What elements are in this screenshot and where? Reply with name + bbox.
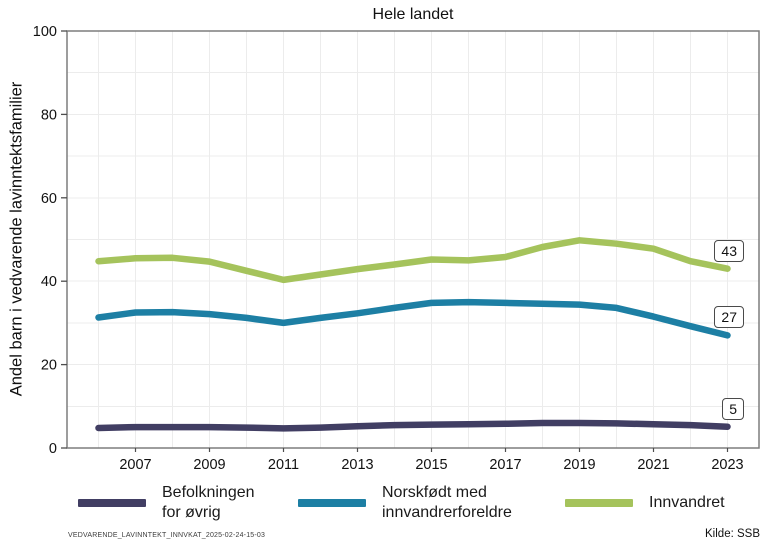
series-line-norskf-dt-med-innvandrerforeldre — [95, 298, 731, 339]
y-tick-label: 100 — [33, 24, 57, 40]
x-tick-label: 2023 — [711, 457, 743, 473]
y-tick-label: 60 — [41, 191, 57, 207]
legend-label-befolkningen: Befolkningen for øvrig — [162, 484, 255, 521]
legend-label-norskfodt: Norskfødt med innvandrerforeldre — [382, 484, 512, 521]
legend-swatch-norskfodt — [298, 499, 366, 507]
series-line-innvandret — [95, 237, 731, 284]
legend-item-norskfodt: Norskfødt med innvandrerforeldre — [298, 480, 512, 526]
legend-swatch-befolkningen — [78, 499, 146, 507]
x-tick-label: 2017 — [489, 457, 521, 473]
chart-id-text: VEDVARENDE_LAVINNTEKT_INNVKAT_2025-02-24… — [68, 532, 266, 539]
chart-legend: Befolkningen for øvrig Norskfødt med inn… — [0, 480, 768, 528]
chart-title: Hele landet — [372, 6, 454, 23]
y-tick-label: 0 — [49, 441, 57, 457]
x-tick-label: 2013 — [341, 457, 373, 473]
x-tick-label: 2007 — [119, 457, 151, 473]
x-tick-label: 2011 — [268, 457, 299, 473]
x-tick-label: 2021 — [637, 457, 669, 473]
plot-border — [66, 30, 760, 449]
legend-label-innvandret: Innvandret — [649, 494, 725, 511]
y-tick-label: 40 — [41, 274, 57, 290]
y-tick-label: 20 — [41, 358, 57, 374]
x-tick-label: 2009 — [193, 457, 225, 473]
legend-item-befolkningen: Befolkningen for øvrig — [78, 480, 255, 526]
x-tick-label: 2015 — [415, 457, 447, 473]
y-tick-label: 80 — [41, 107, 57, 123]
source-credit: Kilde: SSB — [705, 528, 760, 540]
legend-item-innvandret: Innvandret — [565, 480, 725, 526]
series-line-befolkningen-for-vrig — [95, 419, 731, 432]
x-tick-label: 2019 — [563, 457, 595, 473]
end-value-label: 5 — [722, 398, 744, 420]
end-value-label: 43 — [714, 240, 744, 262]
end-value-label: 27 — [714, 306, 744, 328]
legend-swatch-innvandret — [565, 499, 633, 507]
